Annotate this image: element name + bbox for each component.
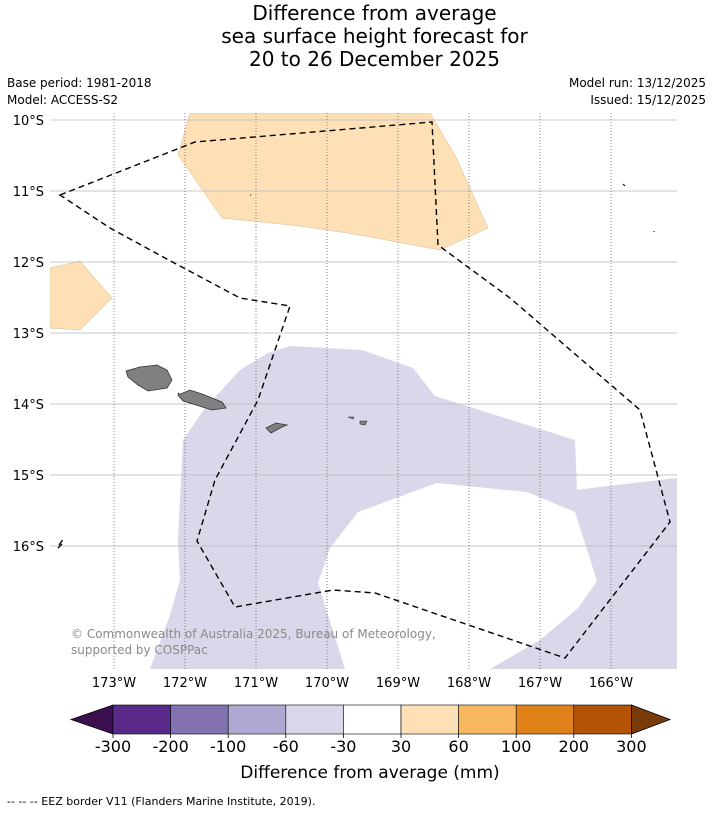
lat-label: 15°S [13,469,44,484]
footer-note: -- -- -- EEZ border V11 (Flanders Marine… [7,795,316,808]
colorbar-segment [285,704,344,735]
colorbar-tick-label: -300 [95,737,131,756]
lat-label: 12°S [13,256,44,271]
map-plot-area [50,113,677,669]
lat-label: 16°S [13,540,44,555]
model-name: Model: ACCESS-S2 [7,93,119,107]
land-masses [125,183,655,434]
colorbar-segment [515,704,575,735]
colorbar-tick-label: 100 [501,737,532,756]
colorbar-segment [458,704,517,735]
lon-label: 171°W [234,676,278,691]
colorbar-tick-label: -200 [152,737,188,756]
lon-label: 168°W [447,676,491,691]
colorbar-segment [227,704,287,735]
colorbar: -300 -200 -100 -60 -30 30 60 100 200 300 [69,704,672,756]
small-atoll-dots [177,183,655,395]
lon-label: 169°W [376,676,420,691]
title-line-3: 20 to 26 December 2025 [248,47,500,71]
latitude-labels: 10°S 11°S 12°S 13°S 14°S 15°S 16°S [13,114,44,555]
colorbar-segment [343,704,402,735]
eez-borders [57,121,671,659]
colorbar-extension-high [631,704,672,735]
colorbar-extension-low [69,704,114,735]
issued-date: Issued: 15/12/2025 [590,93,706,107]
lon-label: 166°W [589,676,633,691]
colorbar-tick-label: -100 [210,737,246,756]
positive-anomaly-region-west [50,260,113,331]
colorbar-segment [573,704,632,735]
lon-label: 173°W [92,676,136,691]
title-line-1: Difference from average [252,1,497,25]
savaii-island [125,364,173,392]
colorbar-tick-label: 60 [448,737,468,756]
colorbar-segment [112,704,171,735]
eez-border-southwest [57,537,65,549]
colorbar-tick-label: -30 [330,737,356,756]
lon-label: 170°W [305,676,349,691]
colorbar-label: Difference from average (mm) [240,763,499,783]
lat-label: 14°S [13,398,44,413]
manua-islands [347,416,368,426]
colorbar-tick-label: 300 [616,737,647,756]
credit-text: © Commonwealth of Australia 2025, Bureau… [71,627,436,657]
lat-label: 10°S [13,114,44,129]
lon-label: 167°W [518,676,562,691]
colorbar-segment [170,704,229,735]
lat-label: 13°S [13,327,44,342]
colorbar-tick-label: 30 [391,737,411,756]
colorbar-tick-label: 200 [559,737,590,756]
lat-label: 11°S [13,185,44,200]
tutuila-island [265,422,289,434]
positive-anomaly-region-north [177,113,489,251]
base-period: Base period: 1981-2018 [7,76,152,90]
title-line-2: sea surface height forecast for [221,24,528,48]
longitude-labels: 173°W 172°W 171°W 170°W 169°W 168°W 167°W 166°W [92,676,633,691]
negative-anomaly-region [50,346,677,669]
model-run: Model run: 13/12/2025 [568,76,706,90]
lon-label: 172°W [163,676,207,691]
grid-lines [50,113,677,669]
colorbar-segment [400,704,459,735]
colorbar-tick-label: -60 [273,737,299,756]
upolu-island [177,389,227,411]
